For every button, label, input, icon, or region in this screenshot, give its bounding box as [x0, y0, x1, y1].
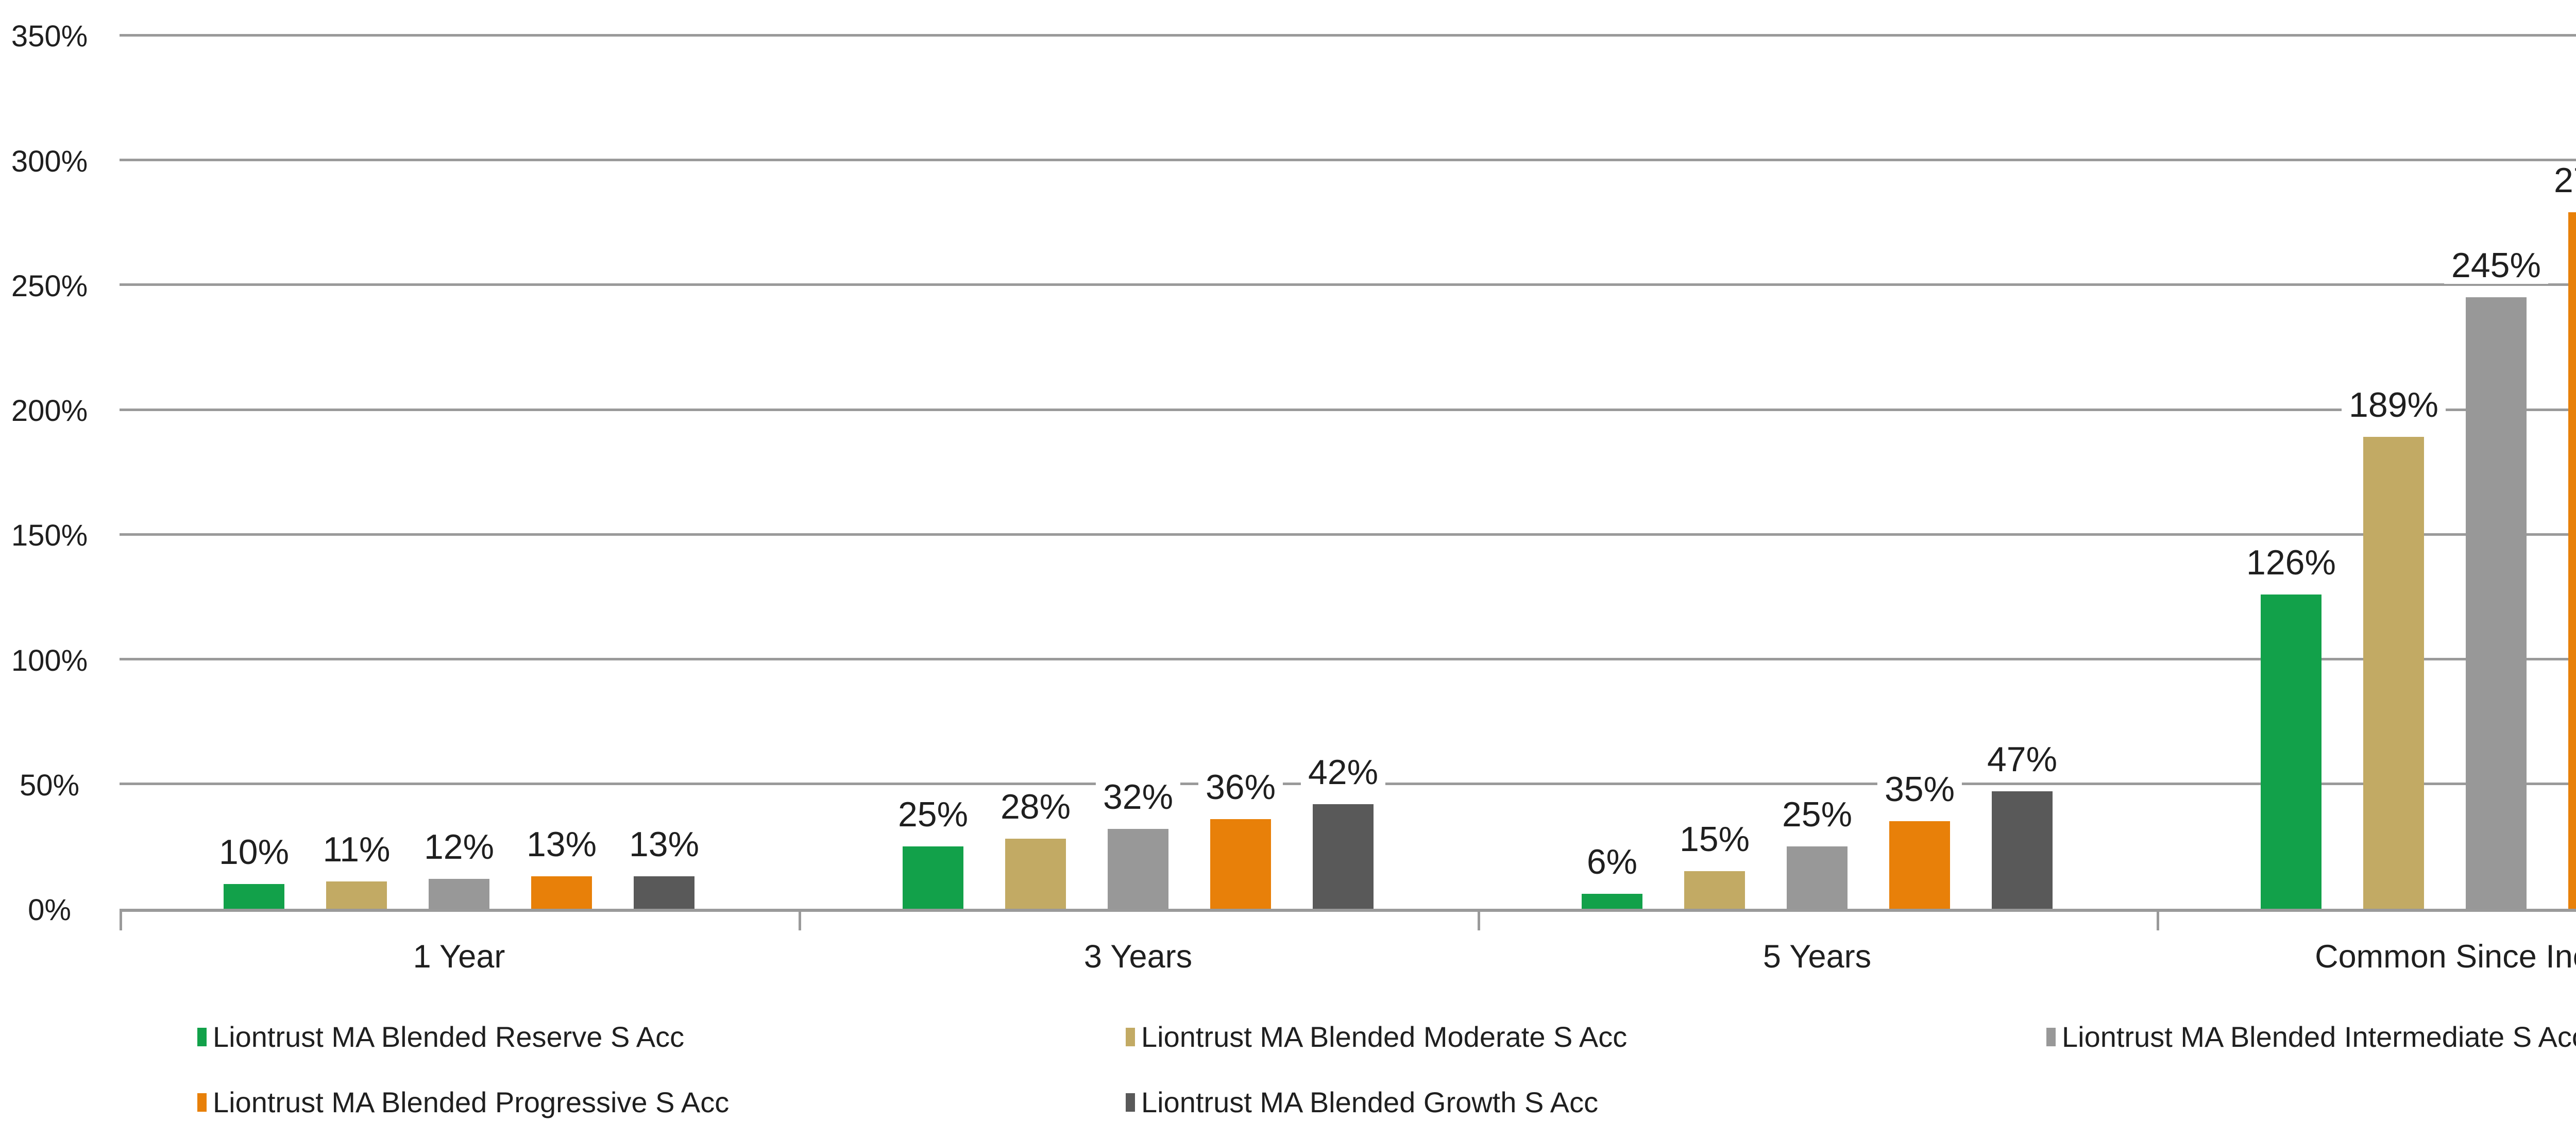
- legend-item-2: Liontrust MA Blended Intermediate S Acc: [2046, 1023, 2576, 1051]
- bar-value-label: 36%: [1198, 769, 1283, 806]
- legend-item-3: Liontrust MA Blended Progressive S Acc: [197, 1088, 729, 1117]
- bar-value-label: 15%: [1672, 821, 1757, 858]
- bar-3-years-series-2: [1108, 829, 1168, 909]
- bar-value-label: 13%: [621, 826, 707, 863]
- bar-value-label: 126%: [2239, 544, 2343, 581]
- bar-1-year-series-1: [326, 881, 387, 909]
- bar-3-years-series-0: [903, 846, 963, 909]
- legend-swatch-icon: [2046, 1028, 2056, 1046]
- bar-value-label: 245%: [2444, 247, 2548, 284]
- bar-value-label: 28%: [993, 788, 1078, 825]
- legend-item-0: Liontrust MA Blended Reserve S Acc: [197, 1023, 684, 1051]
- gridline-100: [120, 658, 2576, 660]
- x-axis-category-label: Common Since Inception: [2315, 939, 2576, 975]
- bar-3-years-series-3: [1210, 819, 1271, 909]
- x-axis-category-label: 5 Years: [1762, 939, 1872, 975]
- gridline-300: [120, 159, 2576, 161]
- y-axis-label-50: 50%: [19, 769, 80, 802]
- legend-label: Liontrust MA Blended Reserve S Acc: [213, 1021, 685, 1053]
- y-axis-label-250: 250%: [11, 269, 88, 303]
- bar-1-year-series-2: [429, 879, 489, 909]
- legend-label: Liontrust MA Blended Moderate S Acc: [1141, 1021, 1628, 1053]
- bar-5-years-series-4: [1992, 791, 2053, 909]
- x-axis-tick: [799, 909, 801, 930]
- bar-value-label: 11%: [315, 831, 398, 868]
- legend-swatch-icon: [197, 1028, 207, 1046]
- bar-common-since-inception-series-2: [2466, 297, 2527, 909]
- x-axis-line: [120, 909, 2576, 912]
- bar-value-label: 10%: [211, 834, 297, 871]
- gridline-200: [120, 409, 2576, 411]
- legend-label: Liontrust MA Blended Growth S Acc: [1141, 1086, 1599, 1118]
- legend-label: Liontrust MA Blended Intermediate S Acc: [2062, 1021, 2576, 1053]
- legend-label: Liontrust MA Blended Progressive S Acc: [213, 1086, 730, 1118]
- bar-value-label: 13%: [519, 826, 604, 863]
- bar-common-since-inception-series-0: [2261, 595, 2321, 909]
- gridline-250: [120, 283, 2576, 286]
- bar-1-year-series-4: [634, 876, 694, 909]
- bar-1-year-series-3: [531, 876, 592, 909]
- legend-swatch-icon: [1126, 1093, 1135, 1112]
- y-axis-label-200: 200%: [11, 394, 88, 428]
- bar-3-years-series-1: [1005, 839, 1066, 909]
- legend-swatch-icon: [1126, 1028, 1135, 1046]
- bar-value-label: 6%: [1579, 843, 1645, 880]
- bar-value-label: 12%: [416, 828, 502, 865]
- bar-common-since-inception-series-3: [2568, 212, 2576, 909]
- bar-value-label: 25%: [890, 796, 976, 833]
- bar-value-label: 32%: [1095, 778, 1181, 816]
- y-axis-label-350: 350%: [11, 20, 88, 53]
- plot-area: 10% 11% 12% 13% 13% 25% 28% 32% 36% 42% 6% 15% 25% 35…: [120, 0, 2576, 909]
- gridline-350: [120, 34, 2576, 37]
- bar-3-years-series-4: [1313, 804, 1374, 909]
- x-axis-tick: [120, 909, 122, 930]
- bar-1-year-series-0: [224, 884, 284, 909]
- gridline-150: [120, 533, 2576, 536]
- bar-value-label: 189%: [2342, 386, 2446, 423]
- bar-value-label: 35%: [1877, 771, 1962, 808]
- bar-5-years-series-2: [1787, 846, 1848, 909]
- y-axis-label-100: 100%: [11, 644, 88, 677]
- bar-value-label: 279%: [2547, 162, 2576, 199]
- legend-item-1: Liontrust MA Blended Moderate S Acc: [1126, 1023, 1627, 1051]
- x-axis-category-label: 1 Year: [413, 939, 505, 975]
- legend-item-4: Liontrust MA Blended Growth S Acc: [1126, 1088, 1598, 1117]
- bar-5-years-series-3: [1889, 821, 1950, 909]
- y-axis-label-0: 0%: [28, 893, 71, 927]
- legend-swatch-icon: [197, 1093, 207, 1112]
- x-axis-tick: [1478, 909, 1480, 930]
- bar-value-label: 25%: [1774, 796, 1860, 833]
- bar-value-label: 42%: [1300, 754, 1386, 791]
- y-axis-label-150: 150%: [11, 519, 88, 552]
- x-axis-category-label: 3 Years: [1083, 939, 1193, 975]
- x-axis-tick: [2157, 909, 2159, 930]
- bar-5-years-series-0: [1582, 894, 1642, 909]
- y-axis-label-300: 300%: [11, 145, 88, 178]
- bar-5-years-series-1: [1684, 871, 1745, 909]
- bar-common-since-inception-series-1: [2363, 437, 2424, 909]
- bar-value-label: 47%: [1979, 741, 2065, 778]
